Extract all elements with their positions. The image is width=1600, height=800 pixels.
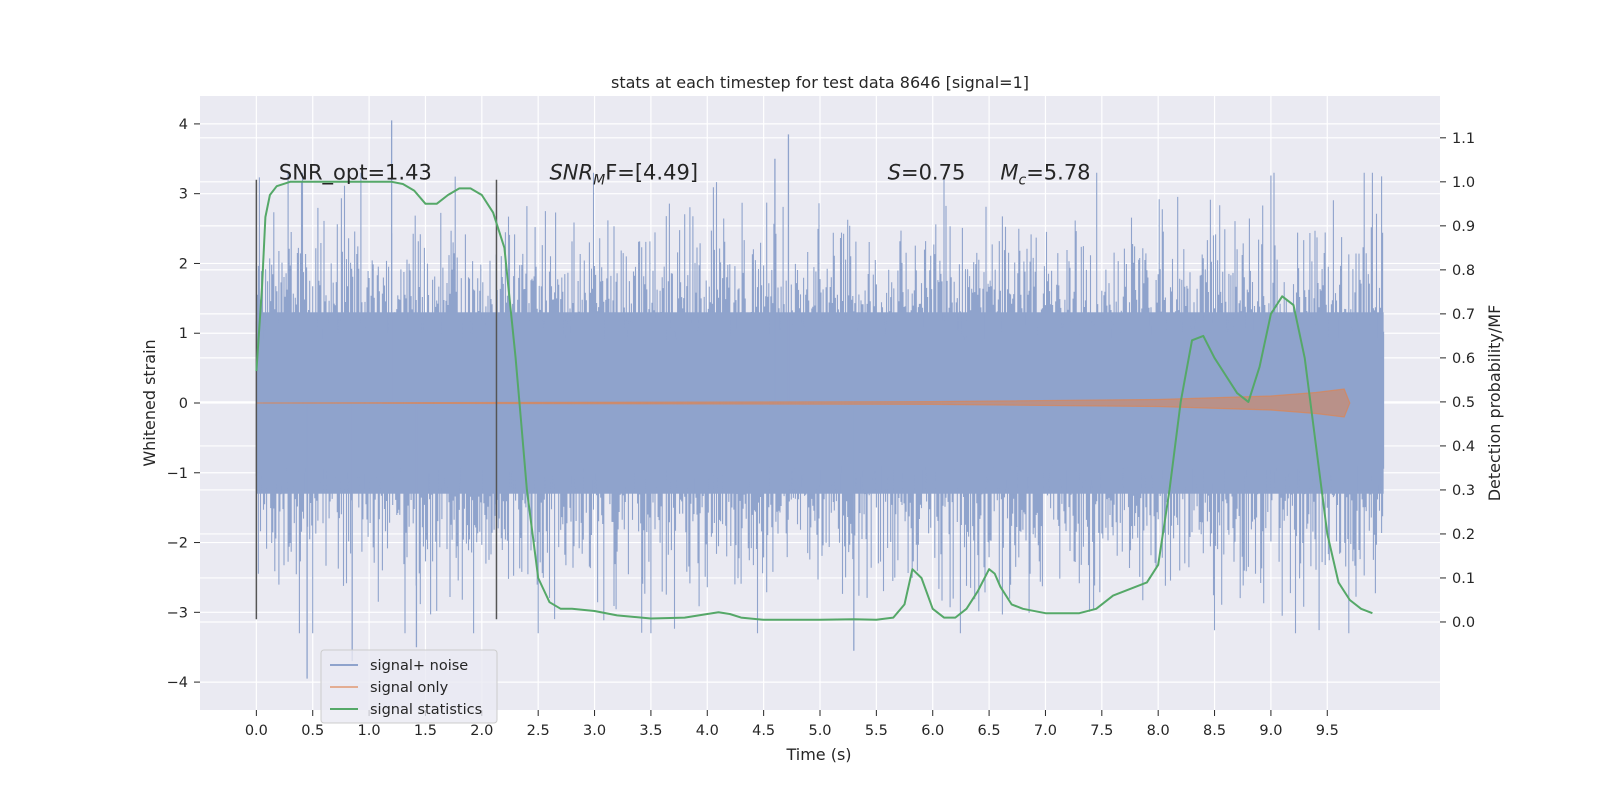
x-tick-label: 2.0 <box>470 723 493 739</box>
legend-label-signal-noise: signal+ noise <box>370 658 468 674</box>
y2-tick-label: 1.0 <box>1452 175 1475 191</box>
y2-axis-label: Detection probability/MF <box>1485 305 1504 502</box>
x-tick-label: 3.5 <box>639 723 662 739</box>
legend: signal+ noise signal only signal statist… <box>320 649 498 724</box>
signal-statistics-series <box>255 180 1373 621</box>
x-tick-label: 0.5 <box>301 723 324 739</box>
y-tick-label: 3 <box>179 187 188 203</box>
y-tick-label: −2 <box>167 536 188 552</box>
annotation-3: Mc=5.78 <box>1000 161 1090 189</box>
legend-box <box>320 649 498 724</box>
y-tick-label: 4 <box>179 117 188 133</box>
y-tick-label: −3 <box>167 605 188 621</box>
x-tick-label: 6.5 <box>978 723 1001 739</box>
y-axis-ticks: 4 3 2 1 0 −1 −2 −3 −4 <box>167 117 200 691</box>
y2-tick-label: 0.2 <box>1452 527 1475 543</box>
y2-tick-label: 0.3 <box>1452 483 1475 499</box>
vertical-markers <box>255 179 498 620</box>
y2-tick-label: 0.4 <box>1452 439 1475 455</box>
legend-label-signal-only: signal only <box>370 680 449 696</box>
x-tick-label: 1.0 <box>358 723 381 739</box>
y-tick-label: 0 <box>179 396 188 412</box>
x-tick-label: 8.0 <box>1147 723 1170 739</box>
annotation-1: SNRMF=[4.49] <box>549 161 698 189</box>
x-tick-label: 2.5 <box>527 723 550 739</box>
x-tick-label: 1.5 <box>414 723 437 739</box>
y-tick-label: 2 <box>179 256 188 272</box>
y-tick-label: −1 <box>167 466 188 482</box>
signal-statistics-line <box>255 180 1373 621</box>
legend-label-signal-statistics: signal statistics <box>370 702 482 718</box>
signal-only-series <box>256 388 1351 418</box>
x-tick-label: 6.0 <box>921 723 944 739</box>
y-axis-label: Whitened strain <box>140 339 159 466</box>
y2-tick-label: 0.5 <box>1452 395 1475 411</box>
y2-axis-ticks: 1.1 1.0 0.9 0.8 0.7 0.6 0.5 0.4 0.3 0.2 0.1 0.0 <box>1440 131 1475 631</box>
annotations: SNR_opt=1.43 SNRMF=[4.49] S=0.75 Mc=5.78 <box>279 161 1091 189</box>
x-tick-label: 5.0 <box>808 723 831 739</box>
y-tick-label: −4 <box>167 675 188 691</box>
x-axis-label: Time (s) <box>785 745 851 764</box>
y2-tick-label: 0.9 <box>1452 219 1475 235</box>
y2-tick-label: 0.6 <box>1452 351 1475 367</box>
signal-only-line <box>256 388 1351 418</box>
y-tick-label: 1 <box>179 326 188 342</box>
x-tick-label: 0.0 <box>245 723 268 739</box>
y2-tick-label: 0.7 <box>1452 307 1475 323</box>
chart-title: stats at each timestep for test data 864… <box>611 73 1029 92</box>
x-tick-label: 5.5 <box>865 723 888 739</box>
x-tick-label: 3.0 <box>583 723 606 739</box>
x-tick-label: 7.0 <box>1034 723 1057 739</box>
x-tick-label: 8.5 <box>1203 723 1226 739</box>
x-axis-ticks: 0.0 0.5 1.0 1.5 2.0 2.5 3.0 3.5 4.0 4.5 5.0 5.5 6.0 6… <box>245 710 1339 739</box>
x-tick-label: 7.5 <box>1090 723 1113 739</box>
y2-tick-label: 1.1 <box>1452 131 1475 147</box>
annotation-2: S=0.75 <box>888 161 966 185</box>
x-tick-label: 9.5 <box>1316 723 1339 739</box>
y2-tick-label: 0.8 <box>1452 263 1475 279</box>
x-tick-label: 4.5 <box>752 723 775 739</box>
y2-tick-label: 0.0 <box>1452 615 1475 631</box>
y2-tick-label: 0.1 <box>1452 571 1475 587</box>
annotation-0: SNR_opt=1.43 <box>279 161 432 186</box>
x-tick-label: 4.0 <box>696 723 719 739</box>
x-tick-label: 9.0 <box>1259 723 1282 739</box>
